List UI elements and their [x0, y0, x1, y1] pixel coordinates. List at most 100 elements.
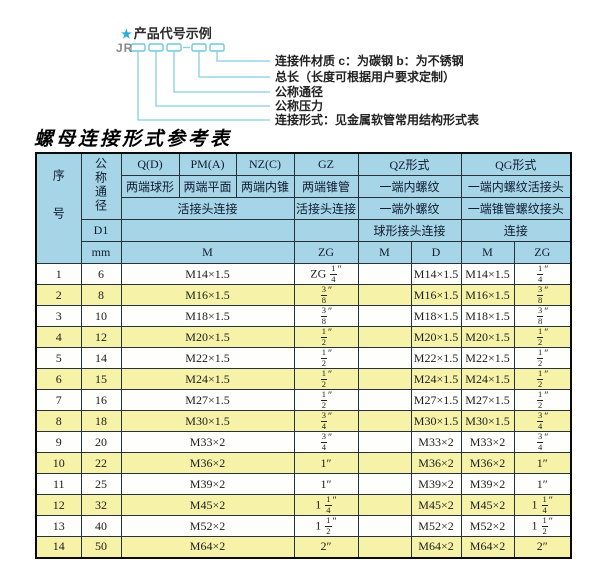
cell-no: 12 [35, 494, 82, 516]
cell-m: M20×1.5 [120, 326, 295, 348]
cell-qz-m [357, 410, 412, 432]
table-header: 序号 公称通径 Q(D) PM(A) NZ(C) GZ QZ形式 QG形式 两端… [35, 152, 572, 264]
cell-qg-zg: 1″ [513, 473, 572, 495]
cell-m: M45×2 [120, 494, 295, 516]
header-union-connection: 活接头连接 [120, 197, 295, 220]
cell-qg-zg: 3 4 ″ [513, 431, 572, 453]
table-row: 5 14 M22×1.5 1 2 ″ M22×1.5 M22×1.5 1 2 ″ [35, 347, 572, 369]
table-row: 7 16 M27×1.5 1 2 ″ M27×1.5 M27×1.5 1 2 ″ [35, 389, 572, 411]
cell-no: 9 [35, 431, 82, 453]
cell-mm: 8 [80, 284, 122, 306]
cell-qz-d: M22×1.5 [410, 347, 462, 369]
cell-m: M33×2 [120, 431, 295, 453]
cell-m: M22×1.5 [120, 347, 295, 369]
cell-gz: 1 2 ″ [293, 347, 359, 369]
cell-qz-d: M39×2 [410, 473, 462, 495]
cell-qz-m [357, 368, 412, 390]
cell-qg-m: M39×2 [460, 473, 515, 495]
cell-gz: 1 1 4 ″ [293, 494, 359, 516]
diagram-label-pressure: 公称压力 [275, 99, 324, 113]
cell-qg-m: M33×2 [460, 431, 515, 453]
header-zg1: ZG [293, 241, 359, 264]
cell-qg-m: M14×1.5 [460, 263, 515, 285]
cell-no: 1 [35, 263, 82, 285]
cell-qg-m: M64×2 [460, 536, 515, 558]
header-col-pm: PM(A) [178, 152, 237, 176]
cell-mm: 10 [80, 305, 122, 327]
header-col-q: Q(D) [120, 152, 180, 176]
code-box [148, 43, 164, 52]
cell-mm: 22 [80, 452, 122, 474]
diagram-heading: ★ 产品代号示例 [121, 23, 212, 42]
cell-no: 10 [35, 452, 82, 474]
header-nominal-diameter: 公称通径 [80, 152, 122, 220]
cell-gz: 3 4 ″ [293, 410, 359, 432]
cell-no: 7 [35, 389, 82, 411]
page-title: 螺母连接形式参考表 [34, 129, 233, 150]
header-qg-desc3: 连接 [460, 219, 572, 242]
table-row: 2 8 M16×1.5 3 8 ″ M16×1.5 M16×1.5 3 8 ″ [35, 284, 572, 306]
header-qz-desc3: 球形接头连接 [357, 219, 462, 242]
cell-qz-m [357, 473, 412, 495]
code-box [191, 43, 207, 52]
header-serial-number: 序号 [35, 152, 82, 264]
table-row: 8 18 M30×1.5 3 4 ″ M30×1.5 M30×1.5 3 4 ″ [35, 410, 572, 432]
cell-qg-zg: 3 4 ″ [513, 410, 572, 432]
cell-mm: 14 [80, 347, 122, 369]
cell-mm: 50 [80, 536, 122, 558]
cell-mm: 20 [80, 431, 122, 453]
cell-qg-zg: 1 2 ″ [513, 347, 572, 369]
header-mm: mm [80, 241, 122, 264]
cell-qz-d: M16×1.5 [410, 284, 462, 306]
header-m1: M [120, 241, 295, 264]
cell-gz: 1″ [293, 452, 359, 474]
cell-mm: 40 [80, 515, 122, 537]
cell-qz-m [357, 494, 412, 516]
table-row: 6 15 M24×1.5 1 2 ″ M24×1.5 M24×1.5 1 2 ″ [35, 368, 572, 390]
cell-qg-zg: 1 1 4 ″ [513, 494, 572, 516]
cell-gz: 1 2 ″ [293, 389, 359, 411]
cell-no: 2 [35, 284, 82, 306]
cell-qz-d: M27×1.5 [410, 389, 462, 411]
cell-qg-zg: 3 8 ″ [513, 284, 572, 306]
cell-qg-m: M16×1.5 [460, 284, 515, 306]
cell-qz-m [357, 284, 412, 306]
code-boxes-and-connector-lines [130, 43, 270, 121]
cell-qz-d: M33×2 [410, 431, 462, 453]
cell-qg-m: M20×1.5 [460, 326, 515, 348]
cell-mm: 32 [80, 494, 122, 516]
cell-qg-m: M24×1.5 [460, 368, 515, 390]
cell-qg-m: M45×2 [460, 494, 515, 516]
cell-mm: 15 [80, 368, 122, 390]
cell-qz-d: M20×1.5 [410, 326, 462, 348]
header-nz-desc: 两端内锥 [235, 175, 295, 198]
product-code-diagram: ★ 产品代号示例 JR 连接件材质 c：为碳钢 b：为不锈钢 总长（长度可根据用户… [0, 0, 600, 152]
header-d: D [410, 241, 462, 264]
cell-qg-zg: 1 2 ″ [513, 326, 572, 348]
cell-m: M39×2 [120, 473, 295, 495]
cell-qz-m [357, 515, 412, 537]
cell-qz-d: M18×1.5 [410, 305, 462, 327]
cell-qg-zg: 1″ [513, 452, 572, 474]
cell-qg-m: M18×1.5 [460, 305, 515, 327]
cell-qg-zg: 1 2 ″ [513, 389, 572, 411]
cell-no: 3 [35, 305, 82, 327]
cell-m: M27×1.5 [120, 389, 295, 411]
code-prefix: JR [116, 41, 134, 55]
cell-gz: 3 4 ″ [293, 431, 359, 453]
cell-no: 13 [35, 515, 82, 537]
table-row: 1 6 M14×1.5 ZG 1 4 ″ M14×1.5 M14×1.5 1 4 ″ [35, 263, 572, 285]
cell-no: 6 [35, 368, 82, 390]
cell-m: M36×2 [120, 452, 295, 474]
cell-qg-zg: 1 2 ″ [513, 368, 572, 390]
